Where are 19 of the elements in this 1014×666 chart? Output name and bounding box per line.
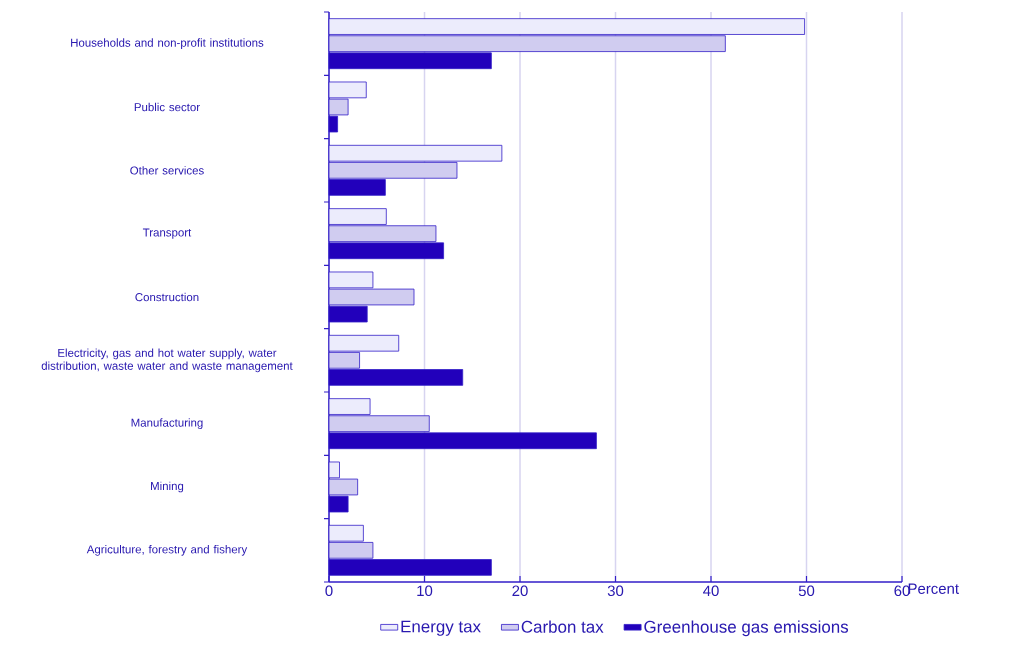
y-tick-label: Construction [135, 292, 199, 302]
x-tick-label: 30 [607, 585, 624, 597]
x-tick-label: 10 [417, 585, 433, 597]
legend-label: Greenhouse gas emissions [644, 620, 849, 637]
y-tick-label: Transport [142, 228, 192, 239]
legend-label: Carbon tax [521, 620, 604, 633]
x-tick-label: 50 [798, 585, 815, 597]
x-tick-label: 0 [325, 585, 333, 597]
y-tick-label: Electricity, gas and hot water supply, water distribution, waste water and waste management [41, 348, 293, 373]
y-tick-label: Public sector [134, 102, 200, 112]
y-tick-label: Manufacturing [131, 418, 203, 429]
x-tick-label: 40 [703, 585, 719, 597]
y-tick-label: Agriculture, forestry and fishery [86, 544, 248, 556]
y-tick-label: Mining [151, 481, 184, 493]
y-tick-label: Households and non-profit institutions [71, 38, 264, 49]
x-tick-label: 20 [512, 585, 528, 597]
y-tick-label: Other services [130, 166, 204, 175]
x-axis-title: Percent [908, 583, 959, 594]
legend-label: Energy tax [401, 620, 481, 636]
